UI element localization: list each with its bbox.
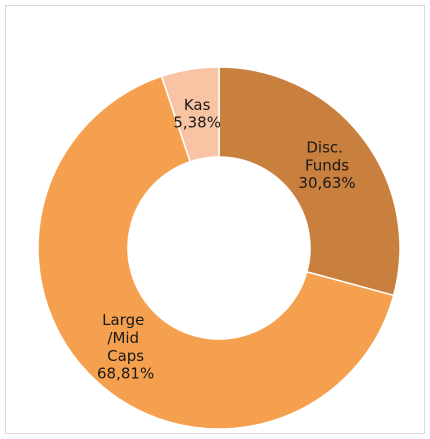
value-label: 5,38% bbox=[173, 113, 221, 131]
value-label: 30,63% bbox=[298, 174, 355, 192]
slice-label: Large /Mid Caps bbox=[102, 310, 149, 364]
donut-slice bbox=[218, 66, 401, 297]
value-label: 68,81% bbox=[97, 364, 154, 382]
donut-slice bbox=[160, 66, 220, 163]
donut-slice bbox=[37, 75, 395, 430]
slice-label: Kas bbox=[184, 95, 211, 113]
slice-label: Disc. Funds bbox=[305, 138, 349, 174]
